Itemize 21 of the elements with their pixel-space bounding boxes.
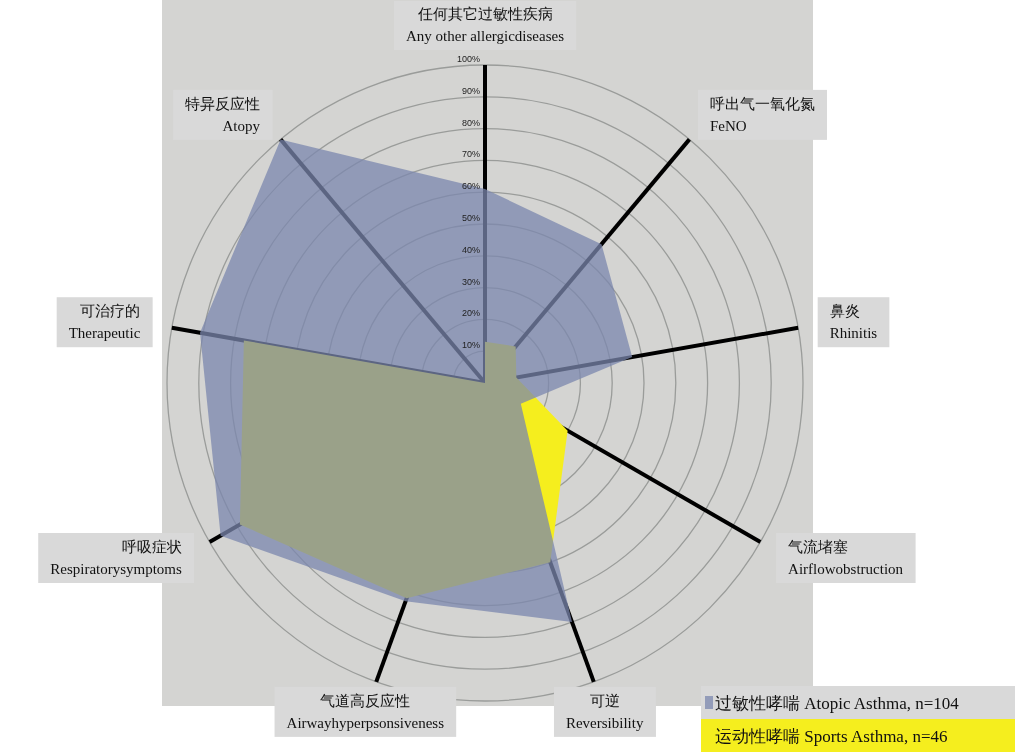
spoke-label: 可逆 Reversibility [565, 692, 644, 731]
legend: 过敏性哮喘 Atopic Asthma, n=104 运动性哮喘 Sports Asthma, n=46 [701, 686, 1015, 752]
spoke-label: 任何其它过敏性疾病 Any other allergicdiseases [405, 6, 565, 44]
y-tick-label: 70% [461, 149, 480, 160]
y-tick-label: 40% [461, 244, 480, 255]
spoke-label: 呼出气一氧化氮 FeNO [709, 95, 815, 134]
y-tick-label: 100% [456, 54, 480, 64]
spoke-label: 特异反应性 Atopy [185, 95, 261, 134]
spoke-label: 鼻炎 Rhinitis [829, 303, 878, 342]
y-tick-label: 30% [461, 276, 480, 287]
y-tick-label: 10% [461, 340, 480, 351]
spoke-label: 呼吸症状 Respiratorysymptoms [50, 539, 183, 577]
spoke-label: 气流堵塞 Airflowobstruction [788, 539, 904, 577]
legend-label: 过敏性哮喘 Atopic Asthma, n=104 [715, 694, 960, 713]
spoke-label: 可治疗的 Therapeutic [68, 303, 141, 342]
y-tick-label: 20% [461, 308, 480, 319]
y-tick-label: 90% [461, 85, 480, 96]
y-tick-label: 80% [461, 117, 480, 128]
y-tick-label: 50% [461, 213, 480, 223]
spoke-label: 气道高反应性 Airwayhyperpsonsiveness [286, 692, 445, 731]
y-tick-label: 60% [461, 181, 480, 192]
